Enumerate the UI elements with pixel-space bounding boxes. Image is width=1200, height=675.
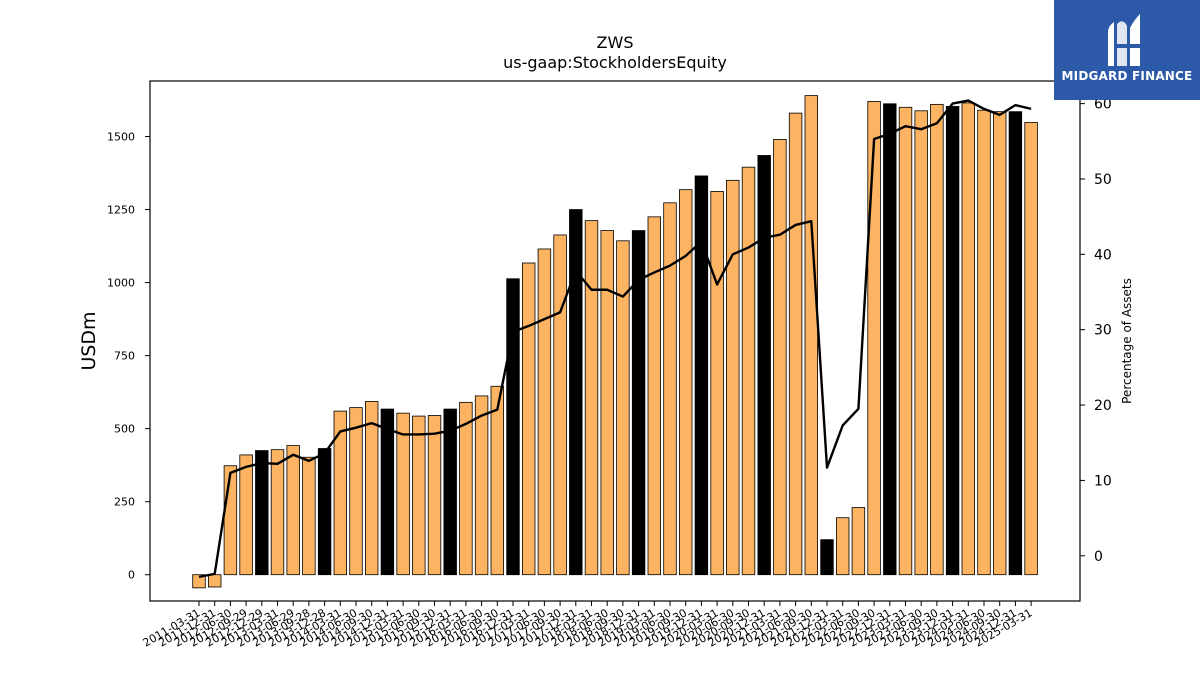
bar	[490, 385, 505, 576]
bar	[584, 220, 599, 576]
chart-title: ZWS	[597, 33, 634, 52]
bar	[867, 101, 881, 576]
bar	[506, 278, 520, 576]
bar	[349, 407, 363, 576]
bar	[710, 191, 724, 576]
bar	[396, 412, 410, 576]
bar	[270, 449, 285, 576]
y2-tick-label: 60	[1094, 97, 1112, 113]
y-tick-label: 0	[128, 569, 135, 582]
bar	[679, 189, 693, 576]
bar	[255, 450, 269, 576]
bar	[537, 248, 552, 576]
bar	[364, 401, 379, 576]
bar-series	[192, 95, 1038, 589]
bar	[333, 410, 348, 576]
y-tick-label: 1500	[107, 131, 135, 144]
y2-tick-label: 0	[1094, 549, 1103, 565]
bar	[569, 209, 583, 576]
bar	[412, 415, 426, 576]
bar	[522, 262, 536, 576]
bar	[192, 574, 206, 589]
y-tick-label: 250	[114, 496, 135, 509]
bar	[286, 445, 300, 576]
bar	[459, 401, 473, 576]
y2-tick-label: 30	[1094, 323, 1112, 339]
bar	[317, 448, 332, 576]
bar	[820, 539, 834, 576]
y-axis-label: USDm	[78, 311, 100, 370]
bar	[694, 175, 709, 576]
bar	[474, 395, 489, 576]
bar	[773, 139, 787, 576]
bar	[836, 517, 850, 576]
bar	[427, 415, 442, 576]
bar	[443, 408, 457, 576]
bar	[961, 102, 976, 576]
y-tick-label: 1250	[107, 204, 135, 217]
bar	[1008, 111, 1023, 576]
bar	[977, 109, 991, 576]
y2-tick-label: 50	[1094, 172, 1112, 188]
bar	[993, 111, 1007, 576]
bar	[600, 230, 614, 576]
y2-axis-label: Percentage of Assets	[1120, 278, 1134, 404]
y2-axis: 0 10 20 30 40 50 60	[1080, 97, 1112, 565]
brand-name: MIDGARD FINANCE	[1061, 69, 1193, 83]
bar	[883, 103, 897, 576]
bar	[239, 454, 253, 576]
bar	[647, 216, 662, 576]
x-axis: 2011-03-312011-12-312012-06-302012-09-29…	[141, 601, 1035, 650]
bar	[945, 106, 960, 576]
bar	[1024, 122, 1038, 576]
bar	[631, 230, 646, 576]
line-series	[198, 99, 1032, 579]
bar	[914, 110, 928, 576]
bar	[207, 574, 222, 588]
y-tick-label: 500	[114, 423, 135, 436]
bar	[302, 456, 316, 576]
bar	[851, 507, 866, 576]
y2-tick-label: 20	[1094, 398, 1112, 414]
chart-subtitle: us-gaap:StockholdersEquity	[503, 53, 727, 72]
bar	[380, 408, 395, 576]
bar	[616, 240, 630, 576]
y2-tick-label: 40	[1094, 247, 1112, 263]
bar	[898, 106, 913, 576]
y-tick-label: 1000	[107, 277, 135, 290]
bar	[804, 95, 819, 576]
percentage-line	[198, 99, 1032, 579]
y-tick-label: 750	[114, 350, 135, 363]
bar	[726, 179, 740, 576]
bar	[788, 112, 803, 576]
bar	[663, 202, 677, 576]
bar	[757, 155, 771, 576]
bar	[930, 103, 944, 576]
midgard-logo-icon	[1108, 14, 1142, 66]
brand-logo: MIDGARD FINANCE	[1054, 0, 1200, 100]
y-axis: 0 250 500 750 1000 1250 1500	[107, 131, 150, 582]
bar	[741, 166, 756, 576]
plot-frame	[149, 80, 1081, 602]
bar	[553, 234, 567, 576]
bar	[223, 465, 238, 576]
y2-tick-label: 10	[1094, 473, 1112, 489]
